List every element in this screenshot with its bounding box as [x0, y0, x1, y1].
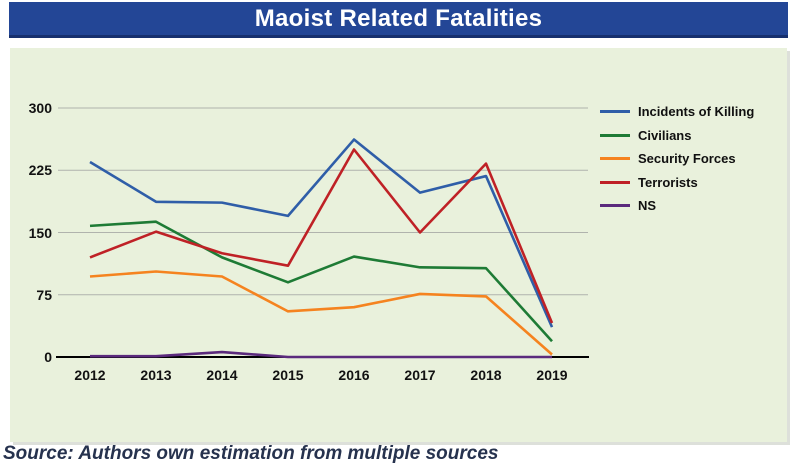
- legend-label-civilians: Civilians: [638, 127, 692, 143]
- y-tick-label-225: 225: [28, 162, 52, 179]
- y-tick-label-0: 0: [44, 349, 52, 365]
- x-tick-label-2018: 2018: [470, 367, 502, 383]
- legend-label-incidents-of-killing: Incidents of Killing: [638, 104, 755, 120]
- legend-item-incidents-of-killing: Incidents of Killing: [600, 100, 754, 124]
- legend-item-security-forces: Security Forces: [600, 147, 754, 171]
- legend-label-ns: NS: [638, 198, 657, 214]
- legend-item-civilians: Civilians: [600, 124, 754, 148]
- x-tick-label-2012: 2012: [74, 367, 106, 383]
- x-tick-label-2014: 2014: [206, 367, 238, 383]
- series-line-civilians: [89, 220, 553, 343]
- series-line-security-forces: [89, 270, 553, 356]
- x-tick-label-2019: 2019: [536, 367, 568, 383]
- x-tick-label-2016: 2016: [338, 367, 370, 383]
- legend-swatch-terrorists: [600, 180, 630, 184]
- legend-swatch-ns: [600, 204, 630, 208]
- legend-swatch-incidents-of-killing: [600, 110, 630, 114]
- legend-item-ns: NS: [600, 194, 754, 218]
- legend-label-security-forces: Security Forces: [638, 151, 736, 167]
- y-tick-label-300: 300: [28, 100, 52, 116]
- source-note: Source: Authors own estimation from mult…: [3, 443, 499, 464]
- legend-item-terrorists: Terrorists: [600, 171, 754, 195]
- x-tick-label-2013: 2013: [140, 367, 172, 383]
- figure-title: Maoist Related Fatalities: [254, 4, 543, 32]
- chart-panel: [10, 48, 787, 442]
- y-tick-label-150: 150: [28, 224, 52, 241]
- legend-swatch-security-forces: [600, 157, 630, 161]
- y-tick-label-75: 75: [36, 286, 52, 303]
- series-line-terrorists: [89, 148, 554, 324]
- x-tick-label-2017: 2017: [404, 367, 436, 383]
- legend: Incidents of Killing Civilians Security Fo…: [600, 100, 754, 218]
- series-line-ns: [90, 350, 552, 359]
- legend-swatch-civilians: [600, 133, 630, 137]
- legend-label-terrorists: Terrorists: [638, 174, 698, 190]
- title-bar: Maoist Related Fatalities: [9, 2, 788, 38]
- series-line-incidents-of-killing: [89, 138, 554, 328]
- x-tick-label-2015: 2015: [272, 367, 304, 383]
